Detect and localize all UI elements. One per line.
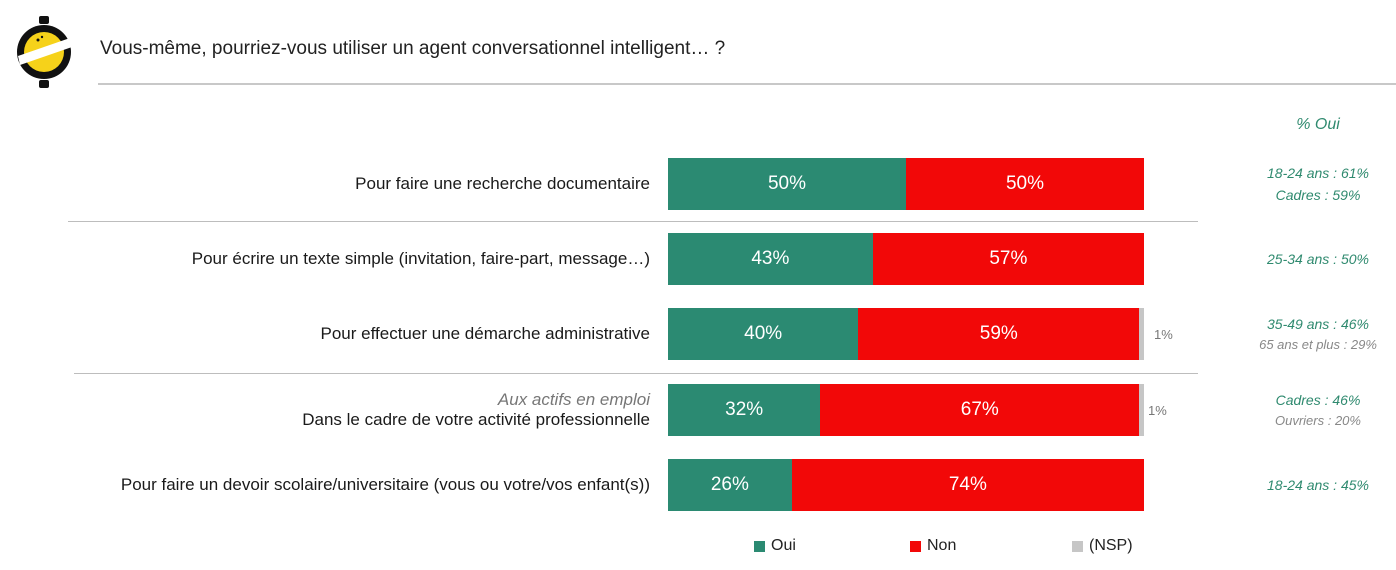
bar-segment-oui: 43% [668,233,873,285]
chart-row: Pour faire une recherche documentaire 50%… [0,158,1396,210]
bar-segment-oui: 50% [668,158,906,210]
category-label: Pour faire un devoir scolaire/universita… [121,459,650,511]
data-label: 40% [744,323,783,344]
chart-row: Pour effectuer une démarche administrati… [0,308,1396,360]
pct-oui-note: 35-49 ans : 46% 65 ans et plus : 29% [1240,308,1396,360]
bar-segment-oui: 26% [668,459,792,511]
legend-label: Oui [771,537,796,554]
data-label: 43% [751,248,790,269]
stacked-bar: 43% 57% [668,233,1144,285]
data-label: 57% [989,248,1028,269]
brand-logo [17,16,72,88]
bar-segment-non: 74% [791,459,1144,511]
category-name: Pour faire une recherche documentaire [355,174,650,193]
bar-segment-non: 50% [906,158,1144,210]
data-label: 50% [767,173,807,194]
pct-oui-note: 18-24 ans : 61% Cadres : 59% [1240,158,1396,210]
pct-oui-note-line: 18-24 ans : 61% [1267,165,1369,181]
pct-oui-note-line: 18-24 ans : 45% [1267,477,1369,493]
data-label: 50% [1005,173,1045,194]
stacked-bar: 40% 59% [668,308,1144,360]
data-label: 67% [960,399,999,420]
bar-segment-nsp [1139,308,1144,360]
row-divider [74,373,1198,374]
data-label: 26% [710,474,749,495]
bar-segment-oui: 32% [668,384,821,436]
stacked-bar: 26% 74% [668,459,1144,511]
data-label: 32% [725,399,764,420]
nsp-data-label: 1% [1148,402,1167,418]
chart-row: Aux actifs en emploi Dans le cadre de vot… [0,384,1396,436]
data-label: 59% [979,323,1018,344]
title-divider [98,83,1396,85]
legend-swatch [1072,540,1083,552]
data-label: 74% [948,474,987,495]
category-label: Aux actifs en emploi Dans le cadre de vot… [302,384,650,436]
legend-label: Non [927,537,957,554]
pct-oui-note-line: 35-49 ans : 46% [1267,316,1369,332]
category-name: Pour écrire un texte simple (invitation,… [191,249,650,268]
pct-oui-note: 25-34 ans : 50% [1240,233,1396,285]
chart-legend: Oui Non (NSP) [0,537,1396,561]
page-title: Vous-même, pourriez-vous utiliser un age… [100,38,726,59]
legend-swatch [910,540,921,552]
pct-oui-note-line: 65 ans et plus : 29% [1259,337,1377,352]
legend-label: (NSP) [1089,537,1133,554]
pct-oui-note-line: Cadres : 59% [1275,187,1361,203]
chart-row: Pour faire un devoir scolaire/universita… [0,459,1396,511]
pct-oui-note: 18-24 ans : 45% [1240,459,1396,511]
bar-segment-non: 57% [872,233,1144,285]
bar-segment-non: 59% [858,308,1140,360]
nsp-data-label: 1% [1154,326,1173,342]
chart-row: Pour écrire un texte simple (invitation,… [0,233,1396,285]
legend-swatch [754,540,765,552]
pct-oui-note: Cadres : 46% Ouvriers : 20% [1240,384,1396,436]
pct-oui-header: % Oui [1296,116,1340,133]
stacked-bar: 50% 50% [668,158,1144,210]
row-divider [68,221,1198,222]
category-name: Pour effectuer une démarche administrati… [320,324,650,343]
pct-oui-note-line: Cadres : 46% [1275,392,1361,408]
category-label: Pour effectuer une démarche administrati… [321,308,650,360]
category-label: Pour écrire un texte simple (invitation,… [192,233,650,285]
stacked-bar: 32% 67% [668,384,1144,436]
category-note: Aux actifs en emploi [497,390,650,409]
bar-segment-oui: 40% [668,308,859,360]
category-name: Pour faire un devoir scolaire/universita… [120,475,650,494]
bar-segment-non: 67% [820,384,1140,436]
pct-oui-note-line: 25-34 ans : 50% [1267,251,1369,267]
category-label: Pour faire une recherche documentaire [355,158,650,210]
pct-oui-note-line: Ouvriers : 20% [1275,413,1361,428]
legend-item: Non [910,537,956,555]
legend-item: Oui [754,537,796,555]
bar-segment-nsp [1139,384,1144,436]
legend-item: (NSP) [1072,537,1133,555]
category-name: Dans le cadre de votre activité professi… [302,410,650,429]
